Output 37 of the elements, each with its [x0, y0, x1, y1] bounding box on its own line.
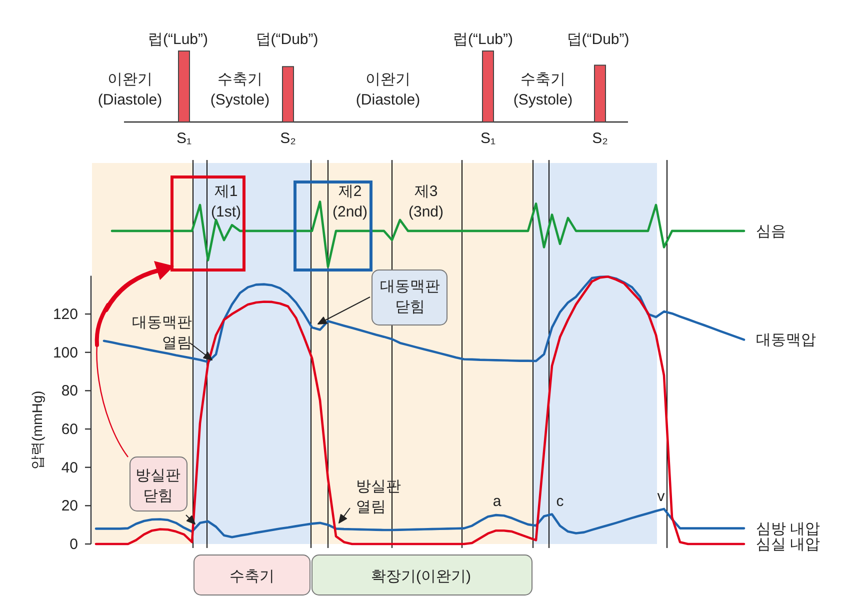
series-label: 심실 내압: [756, 536, 820, 553]
y-tick-label: 60: [61, 421, 78, 438]
annotation: 이완기 (Diastole): [356, 71, 420, 108]
annotation: 제2 (2nd): [332, 183, 368, 220]
text: 덥(“Dub”): [566, 31, 630, 48]
line-series: [94, 276, 746, 546]
series-label: 심음: [756, 222, 786, 240]
text: 럽(“Lub”): [452, 31, 514, 48]
series-label: 대동맥압: [756, 332, 816, 349]
annotation: 제1 (1st): [211, 183, 242, 220]
y-tick-label: 20: [61, 498, 78, 515]
y-tick-label: 0: [70, 536, 78, 553]
y-tick-label: 40: [61, 459, 78, 476]
y-tick-label: 80: [61, 382, 78, 400]
line-series: [102, 276, 746, 364]
x-tick-label: S₂: [592, 130, 608, 147]
annotation: c: [556, 493, 564, 510]
y-tick-label: 100: [52, 344, 78, 362]
x-tick-label: S₂: [280, 130, 296, 147]
text: 수축기: [230, 568, 274, 585]
y-axis-title: 압력(mmHg): [29, 390, 45, 470]
y-tick-label: 120: [52, 306, 78, 324]
x-tick-label: S₁: [480, 130, 496, 147]
annotation: 수축기 (Systole): [210, 71, 270, 108]
annotation: a: [492, 493, 502, 510]
annotation: v: [657, 488, 666, 505]
annotation: 방실판 닫힘: [136, 467, 180, 504]
annotation: 대동맥판 닫힘: [380, 278, 440, 316]
annotation: 이완기 (Diastole): [98, 71, 162, 108]
text: 확장기(이완기): [371, 568, 471, 585]
text: 덥(“Dub”): [256, 31, 318, 48]
series-label: 심방 내압: [756, 520, 820, 538]
x-tick-label: S₁: [176, 130, 192, 147]
annotation: 제3 (3nd): [408, 183, 444, 220]
annotation: 수축기 (Systole): [513, 71, 573, 108]
annotation: 대동맥판 열림: [132, 314, 192, 352]
text: 럽(“Lub”): [148, 31, 208, 48]
